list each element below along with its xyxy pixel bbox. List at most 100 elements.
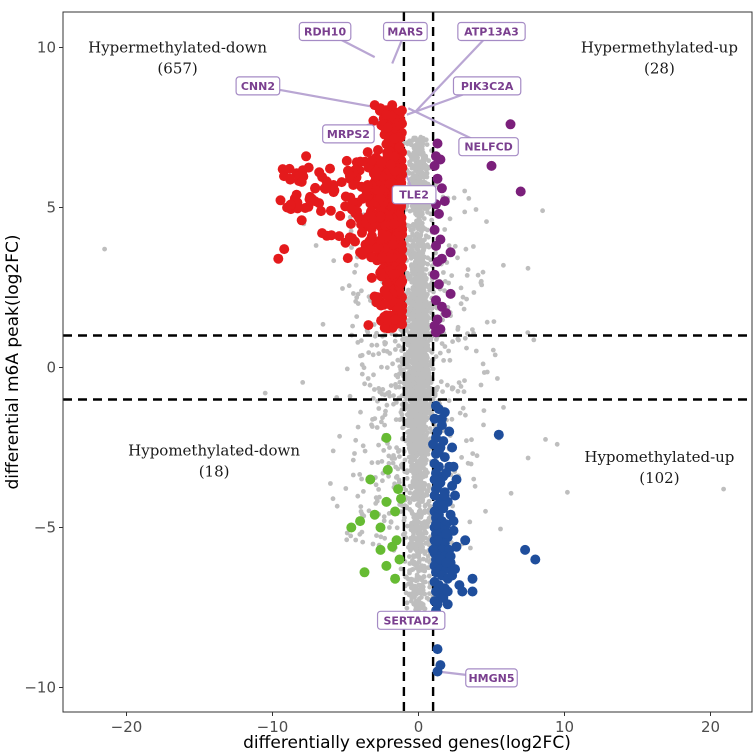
background-point [422, 439, 428, 445]
background-point [414, 145, 420, 151]
background-point [359, 476, 364, 482]
background-point [340, 286, 345, 291]
background-point [418, 366, 424, 372]
background-point [357, 531, 363, 537]
hypomethylated-up-point [436, 500, 447, 511]
background-point [406, 591, 412, 597]
hypermethylated-down-point [377, 252, 388, 263]
background-point [416, 542, 421, 548]
background-point [478, 382, 484, 388]
hypomethylated-up-point [439, 490, 450, 501]
background-point [411, 359, 417, 364]
hypomethylated-up-point [442, 586, 453, 597]
gene-label-box [457, 21, 526, 42]
y-tick-label: 10 [37, 39, 56, 57]
background-point [422, 296, 428, 301]
background-point [447, 357, 453, 363]
background-point [354, 295, 360, 300]
background-point [449, 273, 455, 278]
hypermethylated-down-point [340, 191, 351, 202]
background-point [383, 340, 388, 346]
background-point [396, 384, 402, 390]
background-point [501, 405, 506, 410]
background-point [416, 559, 422, 565]
background-point [404, 476, 410, 481]
background-point [414, 337, 419, 343]
background-point [387, 525, 392, 530]
hypomethylated-down-point [369, 509, 380, 520]
background-point [397, 417, 403, 423]
background-point [366, 508, 372, 514]
hypermethylated-up-point [432, 173, 443, 184]
background-point [412, 267, 418, 273]
background-point [404, 504, 409, 510]
background-point [419, 169, 425, 175]
gene-label-text: PIK3C2A [461, 80, 514, 93]
background-point [382, 422, 387, 428]
background-point [360, 443, 366, 449]
background-point [424, 371, 430, 376]
background-point [393, 417, 399, 422]
background-point [508, 490, 514, 496]
background-point [422, 521, 428, 526]
background-point [426, 315, 432, 321]
background-point [381, 518, 387, 524]
hypermethylated-down-point [375, 193, 386, 203]
hypermethylated-down-point [376, 158, 387, 169]
hypermethylated-down-point [363, 320, 374, 331]
background-point [404, 363, 410, 368]
hypermethylated-up-point [436, 253, 447, 264]
background-point [376, 442, 381, 448]
background-point [484, 319, 490, 325]
background-point [379, 459, 385, 464]
background-point [411, 585, 417, 591]
background-point [462, 378, 467, 383]
background-point [407, 208, 413, 214]
hypomethylated-up-point [439, 452, 450, 463]
background-point [457, 410, 463, 416]
gene-label-text: HMGN5 [468, 672, 514, 685]
axis-ticks: −20 −10 0 10 20 −10 −5 0 5 10 [24, 39, 720, 737]
hypomethylated-down-point [396, 493, 406, 504]
background-point [425, 344, 430, 350]
background-point [412, 527, 418, 533]
background-point [464, 345, 469, 351]
background-point [419, 343, 424, 349]
hypomethylated-down-point [375, 522, 386, 533]
background-point [353, 537, 359, 543]
background-point [328, 481, 333, 486]
gene-label-box [322, 124, 375, 144]
background-point [344, 530, 350, 536]
background-point [441, 358, 446, 363]
background-point [405, 523, 410, 529]
gene-label-group: NELFCD [458, 137, 519, 157]
background-point [384, 402, 390, 408]
background-point [427, 591, 432, 596]
background-point [421, 353, 427, 359]
background-point [398, 566, 404, 572]
background-point [481, 408, 487, 413]
background-point [420, 544, 425, 550]
hypermethylated-down-point [381, 231, 392, 242]
gene-label-group: CNN2 [235, 76, 281, 96]
background-point [372, 416, 378, 421]
background-point [422, 206, 428, 212]
background-point [422, 237, 427, 243]
hypermethylated-down-point [279, 244, 290, 255]
background-point [405, 384, 411, 390]
background-point [484, 219, 489, 225]
background-point [407, 561, 413, 566]
background-point [490, 347, 496, 353]
hypermethylated-down-point [326, 230, 337, 241]
background-point [416, 481, 422, 487]
background-point [470, 327, 475, 332]
background-point [358, 504, 364, 509]
background-point [393, 464, 399, 470]
background-point [429, 349, 435, 355]
background-point [450, 339, 455, 344]
background-point [377, 389, 383, 395]
background-point [478, 278, 484, 284]
gene-label-box [298, 21, 352, 42]
background-point [379, 364, 384, 370]
background-point [418, 380, 424, 385]
